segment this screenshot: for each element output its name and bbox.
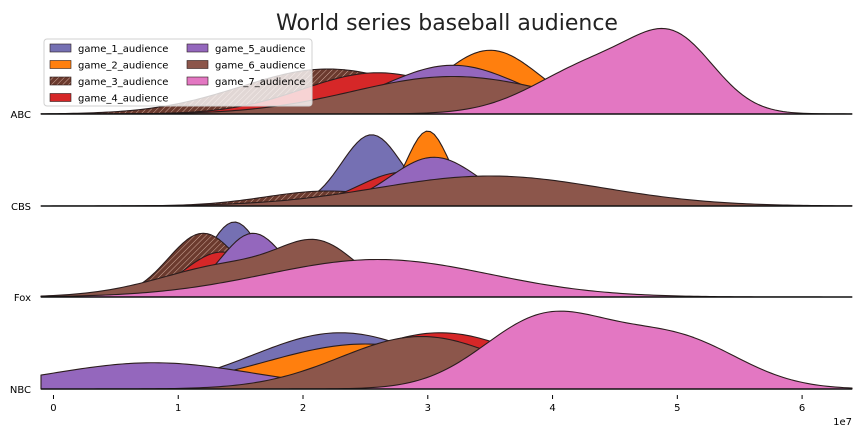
legend-swatch-game-4-audience — [49, 93, 72, 102]
x-axis: 0 1 2 3 4 5 6 1e7 — [50, 395, 852, 428]
legend-swatch-game-6-audience — [186, 60, 209, 69]
row-label-abc: ABC — [10, 110, 31, 121]
row-abc: ABC — [10, 27, 853, 121]
legend-label-game-3-audience: game_3_audience — [78, 77, 168, 88]
x-tick-label: 1 — [175, 403, 181, 414]
x-offset-label: 1e7 — [833, 417, 852, 428]
x-tick-label: 5 — [674, 403, 680, 414]
legend-item-game-7-audience: game_7_audience — [186, 76, 305, 88]
legend-item-game-1-audience: game_1_audience — [49, 43, 168, 55]
legend-label-game-2-audience: game_2_audience — [78, 61, 168, 72]
density-cbs-game-6-audience — [40, 175, 853, 207]
legend-label-game-4-audience: game_4_audience — [78, 94, 168, 105]
legend-swatch-game-2-audience — [49, 60, 72, 69]
legend-swatch-game-3-audience — [49, 76, 72, 86]
row-label-cbs: CBS — [11, 202, 31, 213]
legend-swatch-game-5-audience — [186, 43, 209, 53]
legend: game_1_audience game_2_audience game_3_aud… — [43, 38, 313, 107]
legend-label-game-6-audience: game_6_audience — [215, 61, 305, 72]
x-tick-label: 6 — [799, 403, 805, 414]
legend-label-game-1-audience: game_1_audience — [78, 44, 168, 55]
legend-label-game-7-audience: game_7_audience — [215, 77, 305, 88]
row-label-fox: Fox — [14, 293, 31, 304]
legend-frame — [43, 38, 313, 107]
legend-item-game-4-audience: game_4_audience — [49, 93, 168, 105]
legend-item-game-5-audience: game_5_audience — [186, 43, 305, 55]
legend-swatch-game-1-audience — [49, 43, 72, 53]
row-label-nbc: NBC — [10, 385, 31, 396]
x-tick-label: 0 — [50, 403, 56, 414]
row-nbc: NBC — [10, 310, 853, 396]
row-cbs: CBS — [11, 130, 853, 213]
ridge-rows: ABC CBS Fox NBC — [10, 27, 853, 396]
legend-label-game-5-audience: game_5_audience — [215, 44, 305, 55]
legend-item-game-6-audience: game_6_audience — [186, 60, 305, 72]
row-fox: Fox — [14, 221, 853, 304]
x-tick-label: 3 — [425, 403, 431, 414]
x-tick-label: 2 — [300, 403, 306, 414]
legend-item-game-3-audience: game_3_audience — [49, 76, 168, 88]
chart-title: World series baseball audience — [276, 11, 618, 36]
legend-item-game-2-audience: game_2_audience — [49, 60, 168, 72]
x-tick-label: 4 — [549, 403, 555, 414]
legend-swatch-game-7-audience — [186, 76, 209, 86]
